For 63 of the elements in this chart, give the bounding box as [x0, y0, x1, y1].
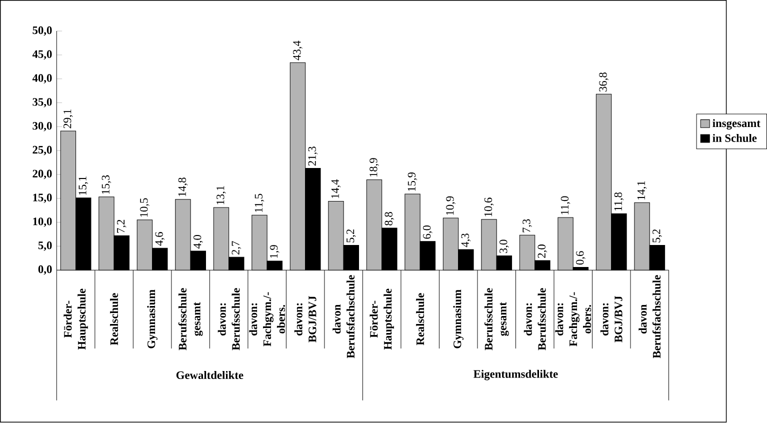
- data-label: 21,3: [308, 146, 318, 166]
- x-tick-label: Realschule: [110, 293, 118, 346]
- data-label: 29,1: [64, 110, 73, 129]
- data-label: 2,0: [538, 244, 548, 258]
- y-tick-label: 45,0: [32, 50, 52, 60]
- data-label: 4,0: [193, 235, 203, 249]
- data-label: 4,6: [155, 232, 165, 246]
- y-tick-label: 25,0: [32, 146, 52, 156]
- data-label: 7,2: [116, 220, 126, 233]
- x-tick-label: davon Berufsfachschule: [638, 275, 661, 358]
- x-tick-label: Gymnasium: [147, 290, 158, 349]
- data-label: 5,2: [652, 230, 662, 243]
- y-tick-label: 50,0: [32, 26, 52, 36]
- data-label: 7,3: [522, 219, 532, 232]
- data-label: 15,1: [78, 176, 88, 195]
- y-tick-label: 15,0: [33, 194, 52, 204]
- y-tick-label: 35,0: [32, 98, 52, 108]
- data-label: 18,9: [370, 158, 379, 177]
- x-tick-label: davon: Fachgym./-obers.: [555, 292, 592, 347]
- legend-label: in Schule: [712, 134, 757, 142]
- data-label: 0,6: [576, 251, 586, 265]
- data-label: 14,4: [331, 180, 341, 198]
- x-tick-label: davon: Berufsschule: [218, 288, 240, 350]
- data-label: 13,1: [216, 186, 226, 205]
- x-tick-label: Realschule: [416, 293, 424, 346]
- data-label: 11,8: [614, 192, 624, 211]
- data-label: 3,0: [500, 240, 509, 254]
- data-label: 10,9: [446, 196, 456, 216]
- x-tick-label: Berufsschule gesamt: [178, 288, 203, 350]
- x-tick-label: davon: Fachgym./-obers.: [249, 292, 286, 347]
- y-tick-label: 10,0: [33, 218, 52, 228]
- y-tick-label: 20,0: [32, 170, 52, 180]
- x-tick-label: davon: Berufsschule: [524, 288, 546, 350]
- data-label: 14,8: [178, 178, 188, 196]
- y-tick-label: 40,0: [32, 74, 52, 84]
- x-tick-label: davon Berufsfachschule: [332, 275, 355, 358]
- y-tick-label: 5,0: [38, 242, 52, 252]
- data-label: 8,8: [384, 212, 394, 226]
- data-label: 6,0: [423, 226, 432, 239]
- text: Eigentumsdelikte: [474, 370, 558, 380]
- data-label: 11,5: [254, 194, 264, 212]
- text: Gewaltdelikte: [176, 371, 244, 380]
- data-label: 15,3: [102, 176, 112, 194]
- x-tick-label: Gymnasium: [453, 290, 464, 349]
- data-label: 43,4: [293, 40, 302, 60]
- y-tick-label: 0,0: [38, 266, 52, 275]
- legend-label: insgesamt: [712, 119, 760, 130]
- data-label: 11,0: [560, 196, 570, 215]
- data-label: 2,7: [232, 241, 242, 255]
- x-tick-label: Berufsschule gesamt: [484, 288, 509, 350]
- data-label: 36,8: [599, 72, 608, 92]
- x-tick-label: davon: BGJ/BVJ: [600, 296, 622, 343]
- x-tick-label: davon: BGJ/BVJ: [294, 296, 316, 343]
- x-tick-label: Förder- Hauptschule: [64, 288, 88, 350]
- y-tick-label: 30,0: [32, 122, 52, 132]
- data-label: 10,5: [140, 198, 150, 217]
- data-label: 5,2: [346, 230, 356, 243]
- data-label: 1,9: [270, 245, 280, 258]
- data-label: 14,1: [637, 182, 647, 200]
- data-label: 10,6: [484, 198, 494, 216]
- data-label: 15,9: [408, 172, 418, 192]
- x-tick-label: Förder- Hauptschule: [370, 288, 394, 350]
- data-label: 4,3: [461, 234, 471, 248]
